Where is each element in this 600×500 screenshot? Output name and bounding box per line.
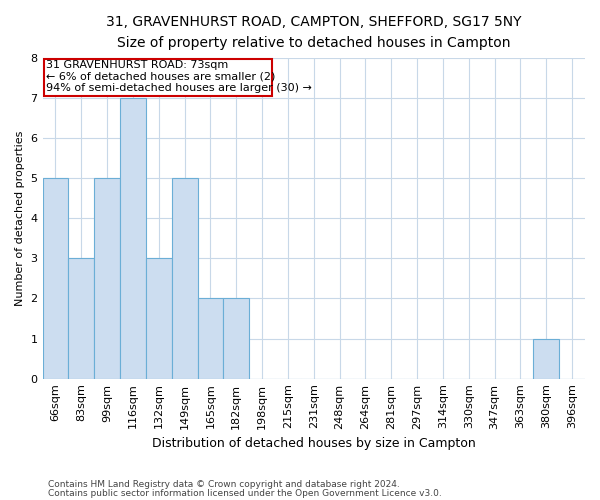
Y-axis label: Number of detached properties: Number of detached properties (15, 130, 25, 306)
Bar (197, 298, 223, 378)
Bar (120, 98, 146, 378)
Bar (146, 258, 172, 378)
FancyBboxPatch shape (44, 59, 272, 96)
Bar (43, 178, 68, 378)
Bar (172, 178, 197, 378)
Text: 31 GRAVENHURST ROAD: 73sqm
← 6% of detached houses are smaller (2)
94% of semi-d: 31 GRAVENHURST ROAD: 73sqm ← 6% of detac… (46, 60, 312, 94)
Text: Contains public sector information licensed under the Open Government Licence v3: Contains public sector information licen… (48, 488, 442, 498)
Text: Contains HM Land Registry data © Crown copyright and database right 2024.: Contains HM Land Registry data © Crown c… (48, 480, 400, 489)
Bar (223, 298, 249, 378)
Bar (68, 258, 94, 378)
Bar (94, 178, 120, 378)
X-axis label: Distribution of detached houses by size in Campton: Distribution of detached houses by size … (152, 437, 476, 450)
Bar (533, 338, 559, 378)
Title: 31, GRAVENHURST ROAD, CAMPTON, SHEFFORD, SG17 5NY
Size of property relative to d: 31, GRAVENHURST ROAD, CAMPTON, SHEFFORD,… (106, 15, 521, 50)
